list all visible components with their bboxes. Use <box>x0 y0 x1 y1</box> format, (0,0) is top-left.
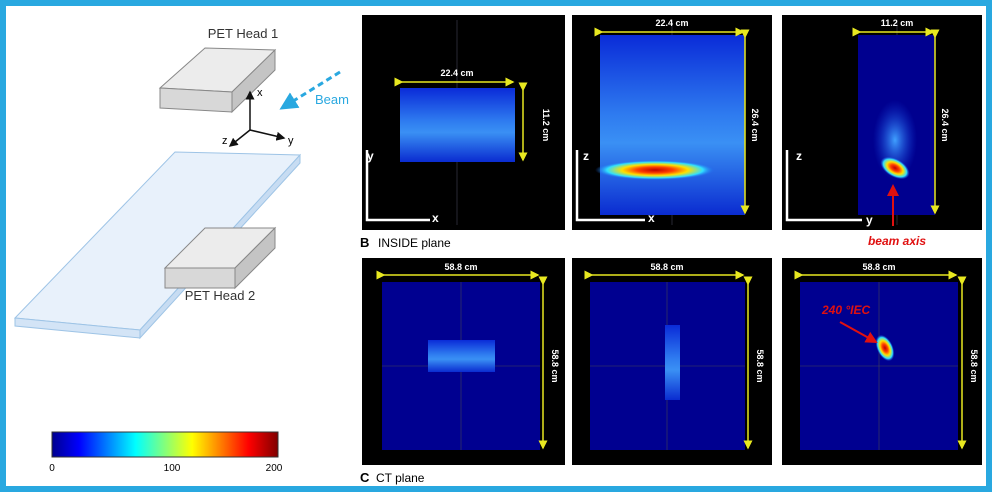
panel-letter: B <box>360 235 369 250</box>
pet-head-1 <box>160 88 232 112</box>
dose-region <box>665 325 680 400</box>
axis-label: y <box>866 213 873 227</box>
dimension: 58.8 cm <box>755 349 765 382</box>
dose-region <box>428 340 495 372</box>
colorbar-tick: 0 <box>49 463 55 474</box>
dimension: 26.4 cm <box>750 108 760 141</box>
beam-label: Beam <box>315 92 349 107</box>
annotation: 240 °IEC <box>821 303 870 317</box>
head-label: PET Head 1 <box>208 26 279 41</box>
row-title: CT plane <box>376 471 425 485</box>
image <box>600 35 745 215</box>
axis-label: z <box>222 135 228 147</box>
dimension: 22.4 cm <box>655 18 688 28</box>
dimension: 22.4 cm <box>440 68 473 78</box>
pet-head-2 <box>165 268 235 288</box>
dimension: 11.2 cm <box>881 18 914 28</box>
head-label: PET Head 2 <box>185 288 256 303</box>
ct-panels: 58.8 cm 58.8 cm 58.8 cm 58.8 cm 58.8 cm … <box>360 258 982 485</box>
row-title: INSIDE plane <box>378 236 451 250</box>
dimension: 11.2 cm <box>541 109 551 142</box>
dose-spot <box>595 160 715 180</box>
panel-letter: C <box>360 470 370 485</box>
colorbar-tick: 100 <box>164 463 181 474</box>
image <box>400 88 515 162</box>
dimension: 58.8 cm <box>862 262 895 272</box>
dimension: 58.8 cm <box>969 349 979 382</box>
dimension: 26.4 cm <box>940 108 950 141</box>
colorbar <box>52 432 278 457</box>
page: {"diagram":{"head1":"PET Head 1","beam":… <box>0 0 992 492</box>
axis-label: z <box>796 149 802 163</box>
axis-label: x <box>648 211 655 225</box>
dimension: 58.8 cm <box>444 262 477 272</box>
dimension: 58.8 cm <box>550 349 560 382</box>
annotation: beam axis <box>868 234 926 248</box>
figure: PET Head 1 PET Head 2 Beam x y z 0 100 2… <box>0 0 992 492</box>
axis-label: y <box>288 135 294 147</box>
axis-label: y <box>367 149 374 163</box>
inside-panels: 22.4 cm 11.2 cm 22.4 cm 26.4 cm 11.2 cm … <box>360 15 982 250</box>
colorbar-tick: 200 <box>266 463 283 474</box>
axis-label: z <box>583 149 589 163</box>
axis-label: x <box>432 211 439 225</box>
dimension: 58.8 cm <box>650 262 683 272</box>
axis-label: x <box>257 87 263 99</box>
